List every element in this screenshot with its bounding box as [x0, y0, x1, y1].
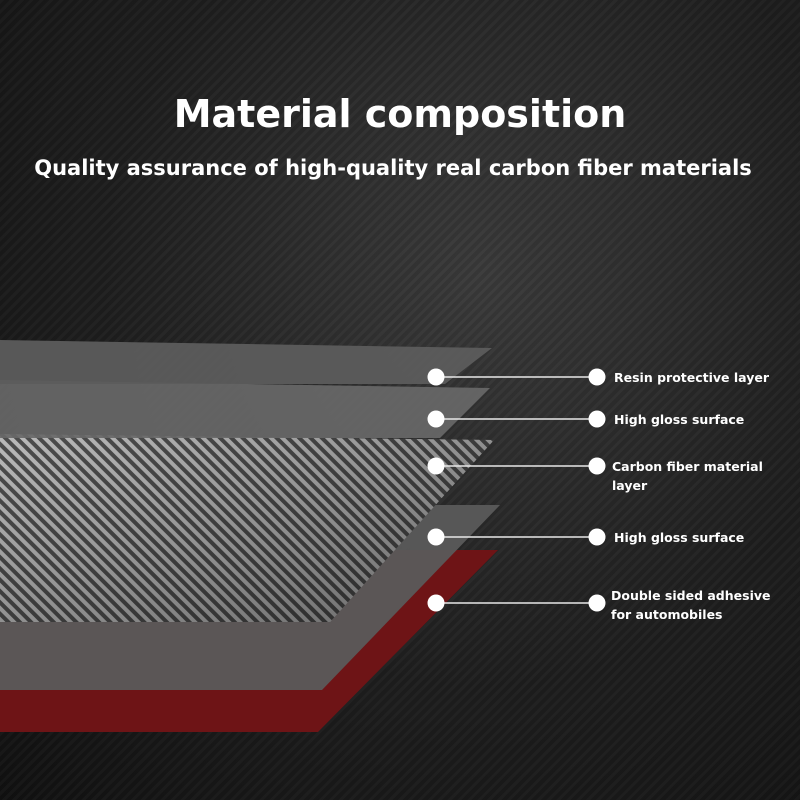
- callout-dot: [427, 528, 445, 546]
- callout-dot: [427, 410, 445, 428]
- callout-dot: [588, 457, 606, 475]
- layer-label: Carbon fiber material layer: [612, 459, 763, 493]
- page-title: Material composition: [173, 92, 627, 136]
- layer-label: Resin protective layer: [614, 370, 770, 385]
- callout-dot: [588, 594, 606, 612]
- callout-dot: [588, 410, 606, 428]
- callout-dot: [588, 528, 606, 546]
- subtitle: Quality assurance of high-quality real c…: [34, 156, 752, 180]
- layer-label: Double sided adhesive for automobiles: [611, 588, 771, 622]
- callout-dot: [427, 594, 445, 612]
- resin-layer: [0, 340, 492, 384]
- callout-dot: [427, 368, 445, 386]
- carbon-shade: [0, 434, 494, 622]
- gloss-layer-top: [0, 380, 490, 438]
- layer-label: High gloss surface: [614, 412, 745, 427]
- callout-dot: [588, 368, 606, 386]
- callout-dot: [427, 457, 445, 475]
- layer-label: High gloss surface: [614, 530, 745, 545]
